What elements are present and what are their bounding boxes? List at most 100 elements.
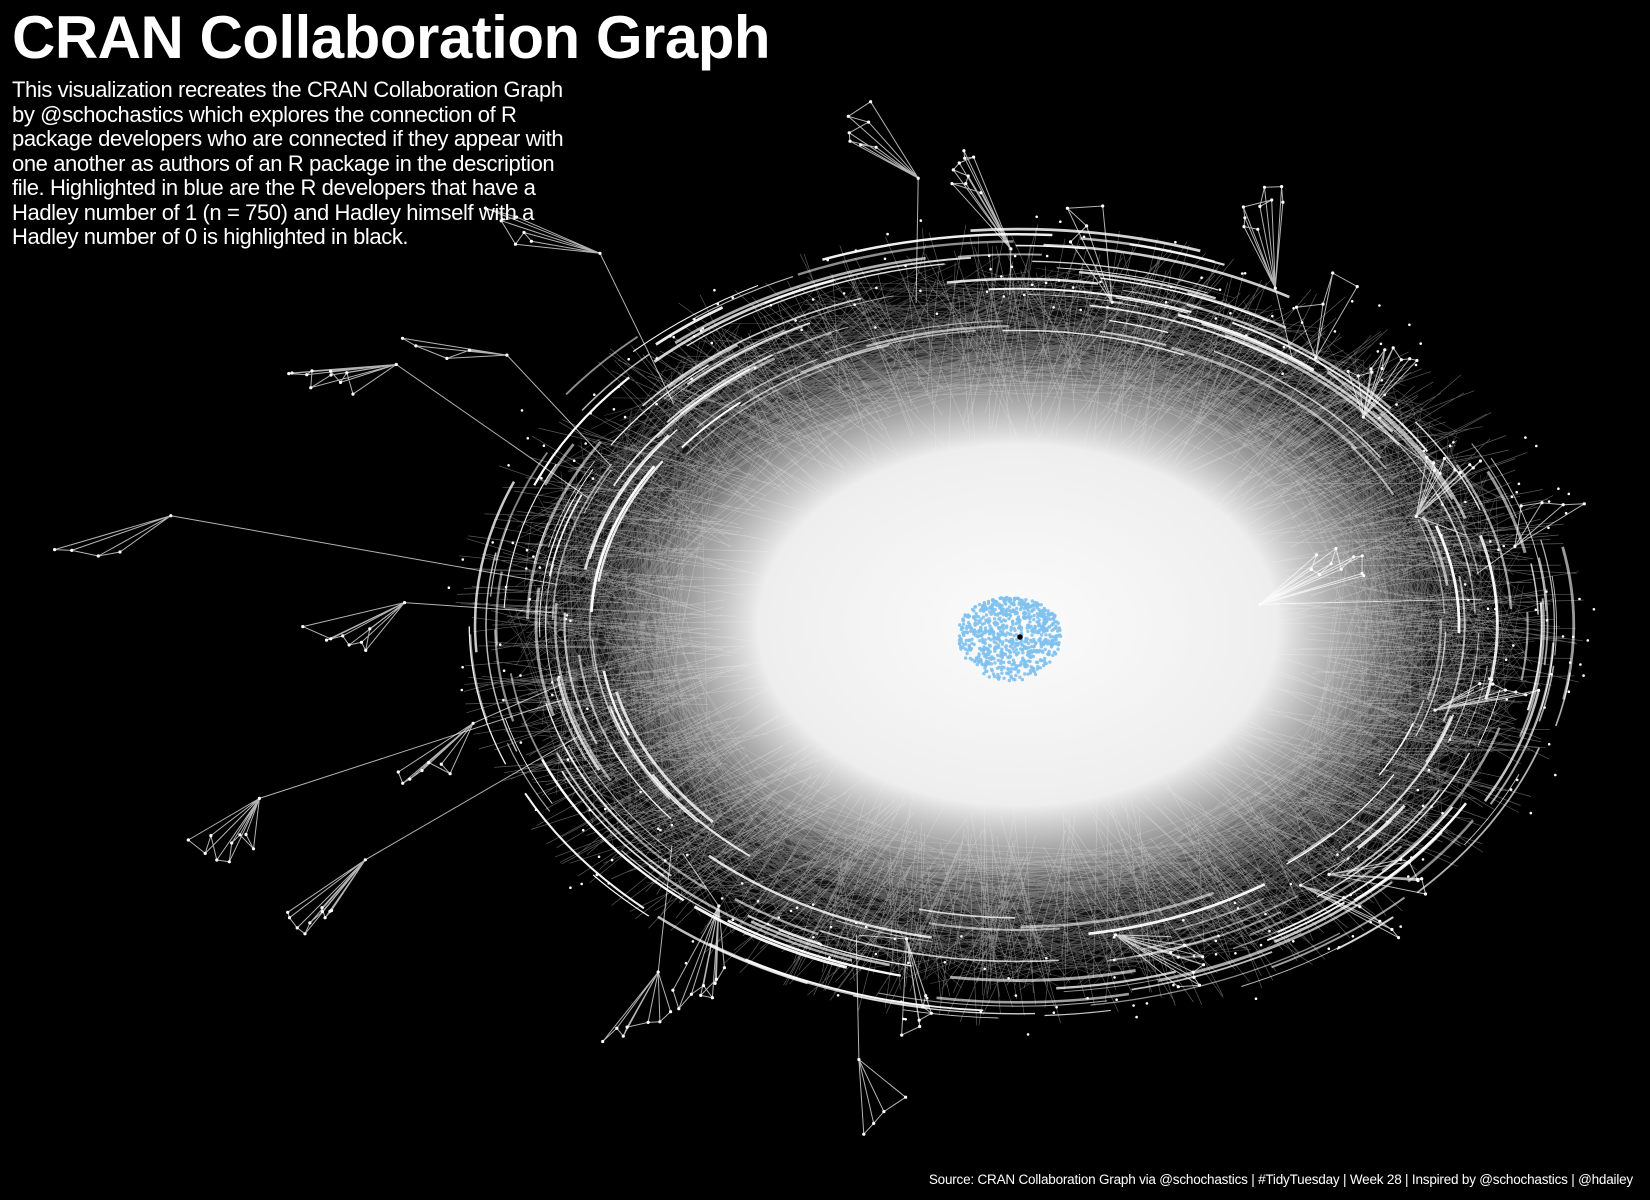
developer-node [347,643,351,647]
developer-node [1505,698,1509,701]
developer-node [1256,227,1260,231]
ring-arc [681,401,742,449]
developer-node [1524,693,1528,697]
developer-node [1045,956,1048,960]
developer-node [591,477,595,480]
developer-node [1214,939,1218,943]
developer-node [1145,1002,1149,1005]
developer-node [1282,345,1286,349]
developer-node [1240,272,1244,275]
ring-arc [1455,464,1513,610]
ring-arc [1241,916,1394,987]
developer-node [447,586,451,589]
developer-node [525,567,528,570]
developer-node [1582,674,1585,677]
developer-node [1197,983,1202,987]
peripheral-cluster [54,515,557,585]
hadley-1-node [999,611,1004,615]
developer-node [853,303,856,306]
hadley-1-node [969,626,973,631]
developer-node [420,768,424,773]
developer-node [589,412,592,415]
developer-node [893,937,897,941]
developer-node [593,393,596,397]
developer-node [1515,778,1519,782]
developer-node [1346,857,1350,860]
ring-arc [1551,575,1557,656]
ring-arc [667,343,739,389]
ring-arc [1231,321,1429,453]
ring-arc [1340,714,1455,852]
developer-node [1298,883,1303,887]
developer-node [1378,416,1381,420]
developer-node [925,997,929,1000]
developer-node [1280,185,1284,189]
ring-arc [1540,539,1555,711]
ring-arc [1336,916,1394,950]
hadley-1-node [977,619,981,623]
ring-arc [1530,563,1539,615]
hadley-1-node [1019,626,1024,630]
developer-node [964,182,968,186]
peripheral-cluster [672,853,725,1010]
hadley-1-node [979,657,983,662]
hadley-1-node [977,602,982,607]
developer-node [1441,503,1444,506]
hadley-1-node [1035,606,1040,610]
developer-node [1490,678,1494,682]
ring-arc [734,898,819,936]
hadley-1-node [1009,628,1013,632]
hadley-1-node [998,616,1002,620]
developer-node [882,1110,886,1114]
ring-arc [824,320,1003,354]
ring-arc [1224,333,1400,446]
hadley-1-node [1009,625,1013,629]
ring-arc [1356,804,1406,850]
developer-node [286,910,290,914]
developer-node [689,992,694,996]
developer-node [874,145,878,149]
ring-arc [928,922,1060,931]
hadley-1-node [1042,618,1046,622]
ring-arc [583,469,612,514]
developer-node [1132,1004,1135,1007]
developer-node [303,932,307,936]
developer-node [836,994,840,997]
developer-node [1415,358,1419,363]
hadley-1-node [1050,628,1054,633]
hadley-1-node [1047,625,1051,629]
hadley-1-node [1026,629,1030,634]
developer-node [238,833,242,837]
hadley-1-node [1039,603,1043,607]
peripheral-cluster [859,934,932,1036]
developer-node [921,1005,925,1009]
developer-node [522,230,526,235]
hadley-1-node [986,599,991,604]
developer-node [658,1020,662,1024]
ring-arc [1056,970,1176,990]
hadley-1-node [996,636,1000,641]
developer-node [1512,644,1515,647]
developer-node [1491,682,1495,686]
developer-node [1234,952,1237,955]
developer-node [854,921,858,925]
hadley-1-node [996,633,1001,637]
developer-node [1268,929,1271,933]
developer-node [1007,977,1010,980]
hadley-1-node [994,645,998,649]
hadley-1-node [966,620,971,625]
developer-node [564,617,568,621]
developer-node [795,906,799,909]
developer-node [330,908,334,913]
chart-title: CRAN Collaboration Graph [12,4,771,71]
developer-node [756,900,760,903]
developer-node [701,327,705,330]
ring-arc [1518,598,1545,738]
developer-node [338,380,343,384]
developer-node [569,886,572,889]
developer-node [368,627,372,631]
hadley-1-node [1028,620,1032,624]
developer-node [1135,1015,1138,1019]
ring-arc [1158,881,1393,983]
developer-node [693,317,696,321]
